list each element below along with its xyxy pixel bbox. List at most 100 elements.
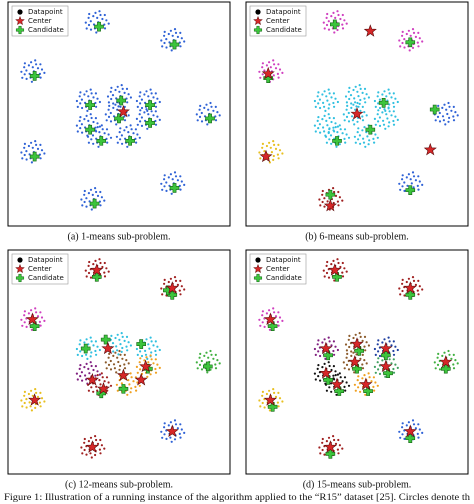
datapoint <box>443 351 446 354</box>
datapoint <box>261 310 264 313</box>
datapoint <box>39 311 42 314</box>
datapoint <box>149 373 152 376</box>
datapoint <box>160 182 163 185</box>
datapoint <box>343 367 346 370</box>
datapoint <box>83 341 86 344</box>
datapoint <box>341 271 344 274</box>
datapoint <box>92 368 95 372</box>
datapoint <box>110 86 113 89</box>
candidate <box>405 185 416 195</box>
datapoint <box>30 141 33 144</box>
datapoint <box>43 319 46 322</box>
datapoint <box>140 116 143 119</box>
datapoint <box>92 390 95 393</box>
datapoint <box>132 132 135 135</box>
datapoint <box>332 374 335 377</box>
datapoint <box>115 135 118 138</box>
legend-symbol <box>253 263 263 274</box>
datapoint <box>399 436 402 439</box>
datapoint <box>401 282 404 285</box>
datapoint <box>214 367 218 370</box>
center <box>116 104 130 118</box>
center <box>359 377 373 391</box>
datapoint <box>123 91 126 94</box>
datapoint <box>156 363 159 366</box>
datapoint <box>138 95 141 98</box>
datapoint <box>127 131 130 134</box>
datapoint <box>150 358 153 361</box>
datapoint <box>95 438 98 442</box>
datapoint <box>321 341 324 344</box>
datapoint <box>120 134 123 137</box>
datapoint <box>20 399 23 402</box>
datapoint <box>336 448 339 451</box>
datapoint <box>334 442 338 445</box>
datapoint <box>273 391 276 394</box>
datapoint <box>350 102 353 105</box>
datapoint <box>129 96 132 99</box>
datapoint <box>411 276 415 279</box>
datapoint <box>195 113 198 116</box>
datapoint <box>258 318 261 321</box>
datapoint <box>323 114 326 117</box>
datapoint <box>39 391 42 394</box>
datapoint <box>338 196 341 199</box>
datapoint <box>30 61 33 64</box>
center <box>263 393 277 406</box>
datapoint <box>448 116 451 119</box>
datapoint <box>118 131 121 134</box>
datapoint <box>30 309 33 312</box>
datapoint <box>150 92 153 95</box>
datapoint <box>357 127 360 130</box>
datapoint <box>161 436 164 439</box>
datapoint <box>78 367 81 370</box>
datapoint <box>81 106 84 110</box>
datapoint <box>83 437 86 441</box>
datapoint <box>326 124 329 127</box>
datapoint <box>109 368 113 371</box>
datapoint <box>456 114 459 117</box>
datapoint <box>147 343 150 346</box>
datapoint <box>341 27 345 30</box>
datapoint <box>83 189 86 193</box>
datapoint <box>314 130 317 133</box>
datapoint <box>81 131 84 134</box>
datapoint <box>374 105 377 108</box>
datapoint <box>80 198 83 201</box>
datapoint <box>99 261 102 265</box>
candidate <box>125 136 135 146</box>
datapoint <box>337 438 340 442</box>
datapoint <box>324 109 327 112</box>
datapoint <box>198 356 201 359</box>
datapoint <box>76 353 79 356</box>
datapoint <box>196 119 199 122</box>
datapoint <box>87 95 90 98</box>
datapoint <box>332 349 335 353</box>
datapoint <box>372 385 375 388</box>
datapoint <box>370 380 373 383</box>
datapoint <box>138 384 141 387</box>
datapoint <box>368 376 371 379</box>
datapoint <box>119 105 122 108</box>
datapoint <box>270 151 273 154</box>
datapoint <box>143 93 146 96</box>
datapoint <box>214 119 218 122</box>
datapoint <box>325 389 328 392</box>
datapoint <box>338 372 341 375</box>
datapoint <box>146 357 149 360</box>
datapoint <box>118 90 121 93</box>
datapoint <box>104 361 107 364</box>
datapoint <box>332 117 335 120</box>
datapoint <box>180 180 183 183</box>
datapoint <box>134 128 137 131</box>
datapoint <box>433 361 436 364</box>
datapoint <box>378 106 382 110</box>
datapoint <box>90 208 93 211</box>
datapoint <box>325 141 328 144</box>
datapoint <box>116 389 119 392</box>
datapoint <box>336 348 339 352</box>
datapoint <box>135 365 138 368</box>
datapoint <box>277 63 280 66</box>
datapoint <box>129 124 132 127</box>
datapoint <box>392 353 396 356</box>
